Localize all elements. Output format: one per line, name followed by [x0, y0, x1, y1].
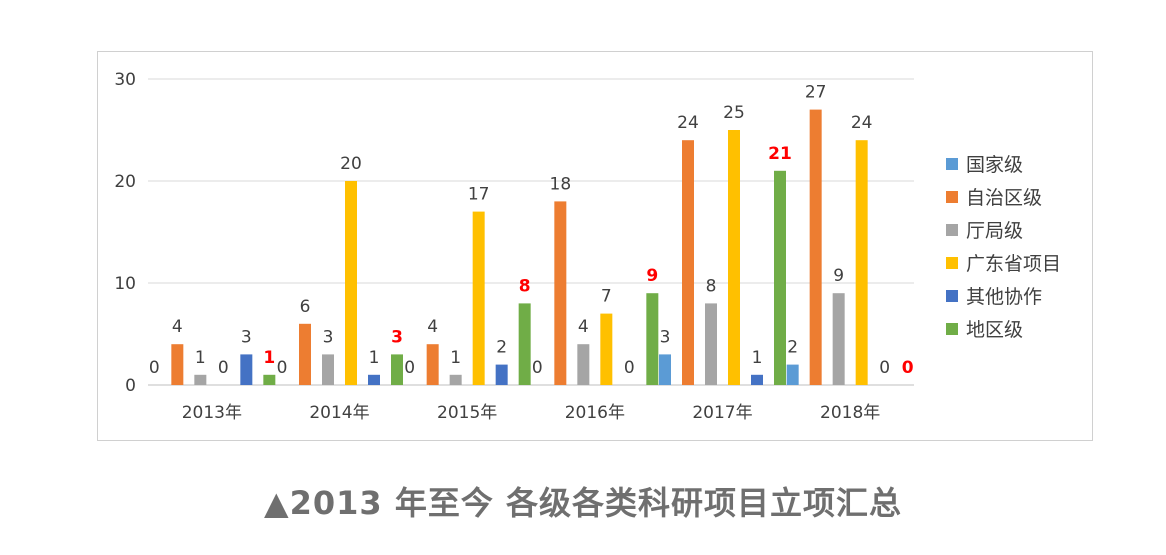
data-label: 0 [902, 358, 914, 378]
data-label: 4 [427, 317, 438, 337]
bar [171, 344, 184, 385]
bar [322, 354, 334, 385]
data-label: 0 [218, 358, 229, 378]
data-label: 8 [519, 276, 531, 296]
bar [345, 181, 357, 385]
data-label: 3 [323, 327, 334, 347]
data-label: 24 [677, 113, 699, 133]
bar [472, 211, 485, 385]
x-tick-label: 2014年 [309, 403, 369, 423]
data-label: 1 [263, 348, 275, 368]
data-label: 3 [241, 327, 252, 347]
data-label: 9 [646, 266, 658, 286]
x-tick-label: 2018年 [820, 403, 880, 423]
data-label: 0 [277, 358, 288, 378]
data-label: 1 [752, 348, 763, 368]
data-label: 0 [624, 358, 635, 378]
x-tick-label: 2015年 [437, 403, 497, 423]
bar [495, 364, 508, 385]
bar [600, 313, 613, 385]
legend-entry: 其他协作 [966, 286, 1042, 308]
bar [786, 364, 799, 385]
data-label: 3 [391, 327, 403, 347]
legend-entry: 自治区级 [966, 187, 1042, 209]
legend-entry: 国家级 [966, 154, 1023, 176]
y-tick-label: 0 [125, 376, 136, 396]
bar [554, 201, 567, 385]
data-label: 2 [787, 338, 798, 358]
data-label: 21 [768, 144, 792, 164]
bar [240, 354, 253, 385]
legend-swatch [946, 224, 958, 236]
data-label: 24 [851, 113, 873, 133]
legend-entry: 厅局级 [966, 220, 1023, 242]
x-tick-label: 2016年 [565, 403, 625, 423]
data-label: 18 [550, 174, 572, 194]
bar [299, 323, 311, 385]
legend-entry: 地区级 [966, 319, 1023, 341]
legend-swatch [946, 191, 958, 203]
data-label: 17 [468, 185, 490, 205]
data-label: 4 [578, 317, 589, 337]
bar [774, 170, 786, 385]
legend-swatch [946, 257, 958, 269]
bar [751, 374, 763, 385]
data-label: 0 [149, 358, 160, 378]
data-label: 1 [450, 348, 461, 368]
data-label: 0 [532, 358, 543, 378]
legend-swatch [946, 290, 958, 302]
legend-swatch [946, 323, 958, 335]
bar [263, 374, 276, 385]
data-label: 9 [833, 266, 844, 286]
data-label: 6 [300, 297, 311, 317]
bar [391, 354, 403, 385]
data-label: 0 [404, 358, 415, 378]
legend-swatch [946, 158, 958, 170]
data-label: 25 [723, 103, 745, 123]
bar [659, 354, 671, 385]
bar [682, 140, 694, 385]
bar [577, 344, 590, 385]
data-label: 3 [660, 327, 671, 347]
data-label: 0 [879, 358, 890, 378]
legend-entry: 广东省项目 [966, 253, 1061, 275]
x-tick-label: 2017年 [692, 403, 752, 423]
data-label: 4 [172, 317, 183, 337]
bar [368, 374, 380, 385]
data-label: 20 [340, 154, 362, 174]
bar [449, 374, 462, 385]
bar [646, 293, 659, 385]
data-label: 1 [195, 348, 206, 368]
chart-caption: ▲2013 年至今 各级各类科研项目立项汇总 [264, 484, 902, 522]
data-label: 27 [805, 83, 827, 103]
data-label: 2 [496, 338, 507, 358]
bar [809, 109, 822, 385]
bar [855, 140, 868, 385]
bar [518, 303, 531, 385]
data-label: 1 [369, 348, 380, 368]
bar [426, 344, 439, 385]
bar [728, 130, 740, 385]
bar [705, 303, 717, 385]
x-tick-label: 2013年 [182, 403, 242, 423]
y-tick-label: 20 [114, 172, 136, 192]
y-tick-label: 10 [114, 274, 136, 294]
bar [832, 293, 845, 385]
y-tick-label: 30 [114, 70, 136, 90]
chart-frame: 0 10 20 30 0 4 1 0 3 1 2013年 0 6 3 20 1 3 2014年 0 4 1 17 2 8 201… [97, 51, 1093, 441]
data-label: 8 [706, 276, 717, 296]
data-label: 7 [601, 287, 612, 307]
bar [194, 374, 207, 385]
bar-chart: 01020300410312013年06320132014年0411728201… [114, 70, 1061, 423]
